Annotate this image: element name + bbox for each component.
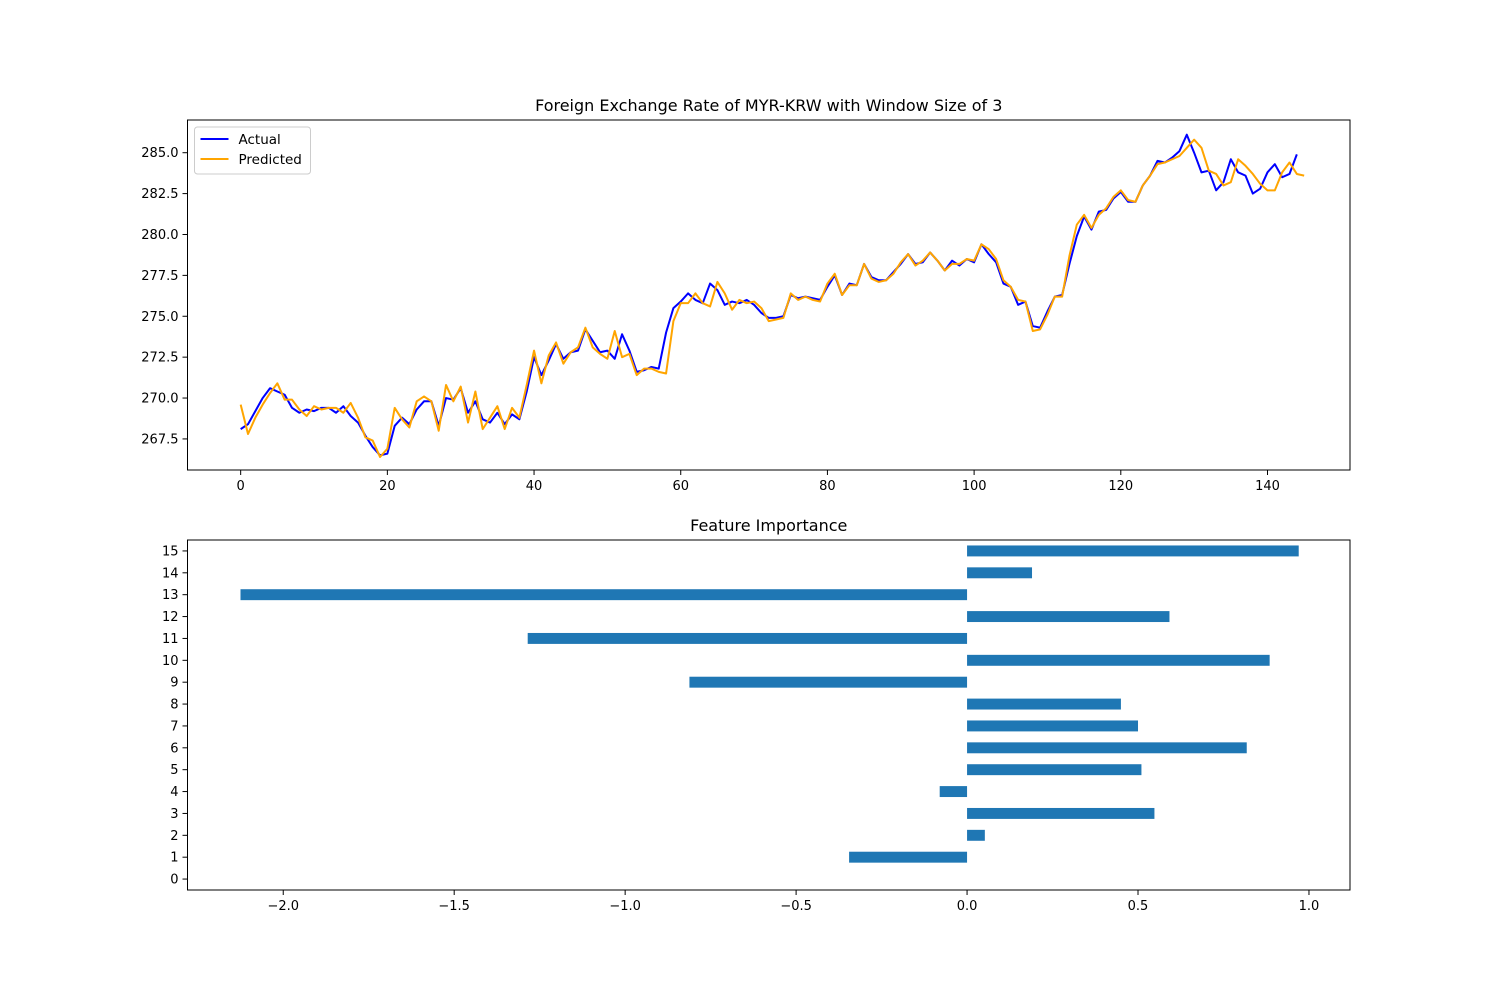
y-tick-label: 3: [170, 807, 178, 822]
y-tick-label: 15: [162, 544, 179, 559]
line-chart: Foreign Exchange Rate of MYR-KRW with Wi…: [141, 96, 1351, 494]
y-tick-label: 13: [162, 588, 179, 603]
x-tick-label: −0.5: [780, 899, 812, 914]
y-tick-label: 4: [170, 785, 178, 800]
x-tick-label: 40: [526, 479, 543, 494]
y-tick-label: 1: [170, 851, 178, 866]
bar-chart-title: Feature Importance: [690, 516, 847, 535]
y-tick-label: 277.5: [141, 269, 178, 284]
x-tick-label: −2.0: [267, 899, 299, 914]
y-tick-label: 0: [170, 873, 178, 888]
bar-plot-area: [240, 545, 1299, 863]
series-line-predicted: [239, 138, 1305, 458]
x-tick-label: 1.0: [1299, 899, 1320, 914]
x-tick-label: 0: [237, 479, 245, 494]
legend-label-actual: Actual: [239, 132, 281, 148]
x-tick-label: 0.5: [1128, 899, 1149, 914]
y-tick-label: 10: [162, 654, 179, 669]
line-y-axis: 267.5 270.0 272.5 275.0 277.5 280.0 282.5 285.0: [141, 146, 188, 447]
bar-feature-1: [849, 851, 968, 863]
bar-feature-10: [967, 654, 1270, 666]
y-tick-label: 14: [162, 566, 179, 581]
y-tick-label: 12: [162, 610, 179, 625]
line-x-axis: 0 20 40 60 80 100 120 140: [237, 470, 1280, 494]
bar-x-axis: −2.0 −1.5 −1.0 −0.5 0.0 0.5 1.0: [267, 890, 1319, 914]
y-tick-label: 5: [170, 763, 178, 778]
bar-feature-3: [967, 807, 1155, 819]
x-tick-label: 60: [672, 479, 689, 494]
y-tick-label: 275.0: [141, 310, 178, 325]
y-tick-label: 2: [170, 829, 178, 844]
y-tick-label: 6: [170, 741, 178, 756]
x-tick-label: 100: [962, 479, 987, 494]
bar-feature-2: [967, 829, 985, 841]
line-plot-area: [239, 133, 1305, 458]
x-tick-label: 20: [379, 479, 396, 494]
legend-label-predicted: Predicted: [239, 152, 302, 168]
line-plot-frame: [187, 119, 1351, 471]
bar-feature-9: [689, 676, 968, 688]
x-tick-label: 140: [1255, 479, 1280, 494]
y-tick-label: 270.0: [141, 392, 178, 407]
bar-plot-frame: [187, 539, 1351, 891]
bar-feature-7: [967, 720, 1139, 732]
x-tick-label: −1.0: [609, 899, 641, 914]
bar-feature-15: [967, 545, 1299, 557]
x-tick-label: 120: [1108, 479, 1133, 494]
legend: Actual Predicted: [194, 126, 311, 175]
bar-feature-14: [967, 567, 1033, 579]
y-tick-label: 11: [162, 632, 179, 647]
y-tick-label: 267.5: [141, 432, 178, 447]
y-tick-label: 7: [170, 719, 178, 734]
bar-feature-5: [967, 764, 1142, 776]
bar-feature-11: [527, 632, 968, 644]
y-tick-label: 8: [170, 698, 178, 713]
y-tick-label: 285.0: [141, 146, 178, 161]
line-chart-title: Foreign Exchange Rate of MYR-KRW with Wi…: [535, 96, 1002, 115]
x-tick-label: 80: [819, 479, 836, 494]
bar-feature-8: [967, 698, 1121, 710]
bar-feature-4: [939, 786, 968, 798]
bar-feature-13: [240, 589, 968, 601]
y-tick-label: 282.5: [141, 187, 178, 202]
y-tick-label: 272.5: [141, 351, 178, 366]
y-tick-label: 9: [170, 676, 178, 691]
bar-feature-6: [967, 742, 1247, 754]
y-tick-label: 280.0: [141, 228, 178, 243]
x-tick-label: 0.0: [957, 899, 978, 914]
bar-chart: Feature Importance −2.0 −1.5 −1.0 −0.5 0.0 0.…: [162, 516, 1351, 914]
x-tick-label: −1.5: [438, 899, 470, 914]
bar-feature-12: [967, 611, 1170, 623]
